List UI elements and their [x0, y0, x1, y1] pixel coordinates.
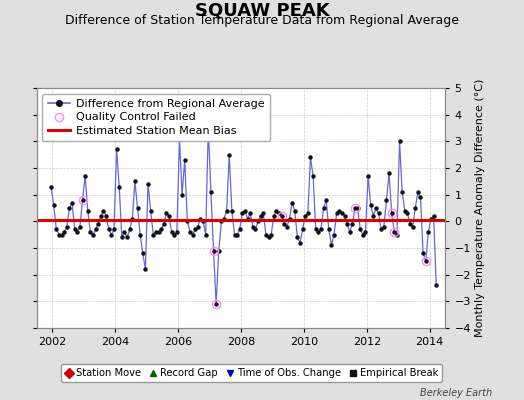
Text: Berkeley Earth: Berkeley Earth	[420, 388, 493, 398]
Text: SQUAW PEAK: SQUAW PEAK	[195, 2, 329, 20]
Legend: Station Move, Record Gap, Time of Obs. Change, Empirical Break: Station Move, Record Gap, Time of Obs. C…	[61, 364, 442, 382]
Y-axis label: Monthly Temperature Anomaly Difference (°C): Monthly Temperature Anomaly Difference (…	[475, 79, 485, 337]
Text: Difference of Station Temperature Data from Regional Average: Difference of Station Temperature Data f…	[65, 14, 459, 27]
Legend: Difference from Regional Average, Quality Control Failed, Estimated Station Mean: Difference from Regional Average, Qualit…	[42, 94, 270, 141]
